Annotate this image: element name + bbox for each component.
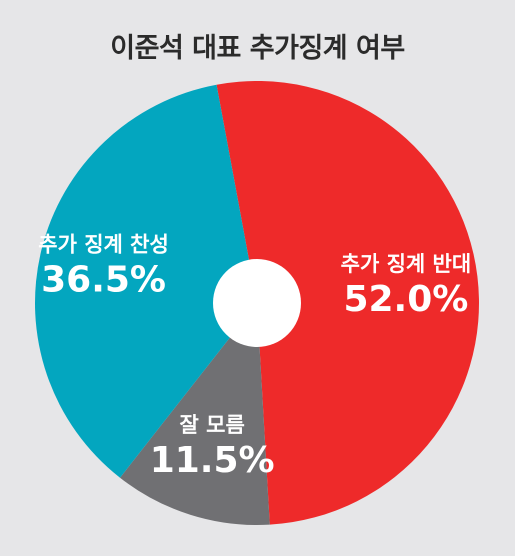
slice-label-1: 추가 징계 반대 [341, 252, 472, 276]
chart-title: 이준석 대표 추가징계 여부 [110, 33, 405, 64]
slice-value-label-2: 11.5% [150, 440, 275, 481]
slice-value-label-3: 36.5% [41, 259, 166, 300]
pie-slice-1 [216, 81, 479, 525]
pie-slice-3 [34, 84, 257, 478]
slice-label-3: 추가 징계 찬성 [38, 232, 169, 256]
slice-value-label-1: 52.0% [343, 279, 468, 320]
slice-label-2: 잘 모름 [180, 413, 245, 437]
donut-hole [213, 259, 301, 347]
pie-slice-2 [120, 303, 270, 526]
